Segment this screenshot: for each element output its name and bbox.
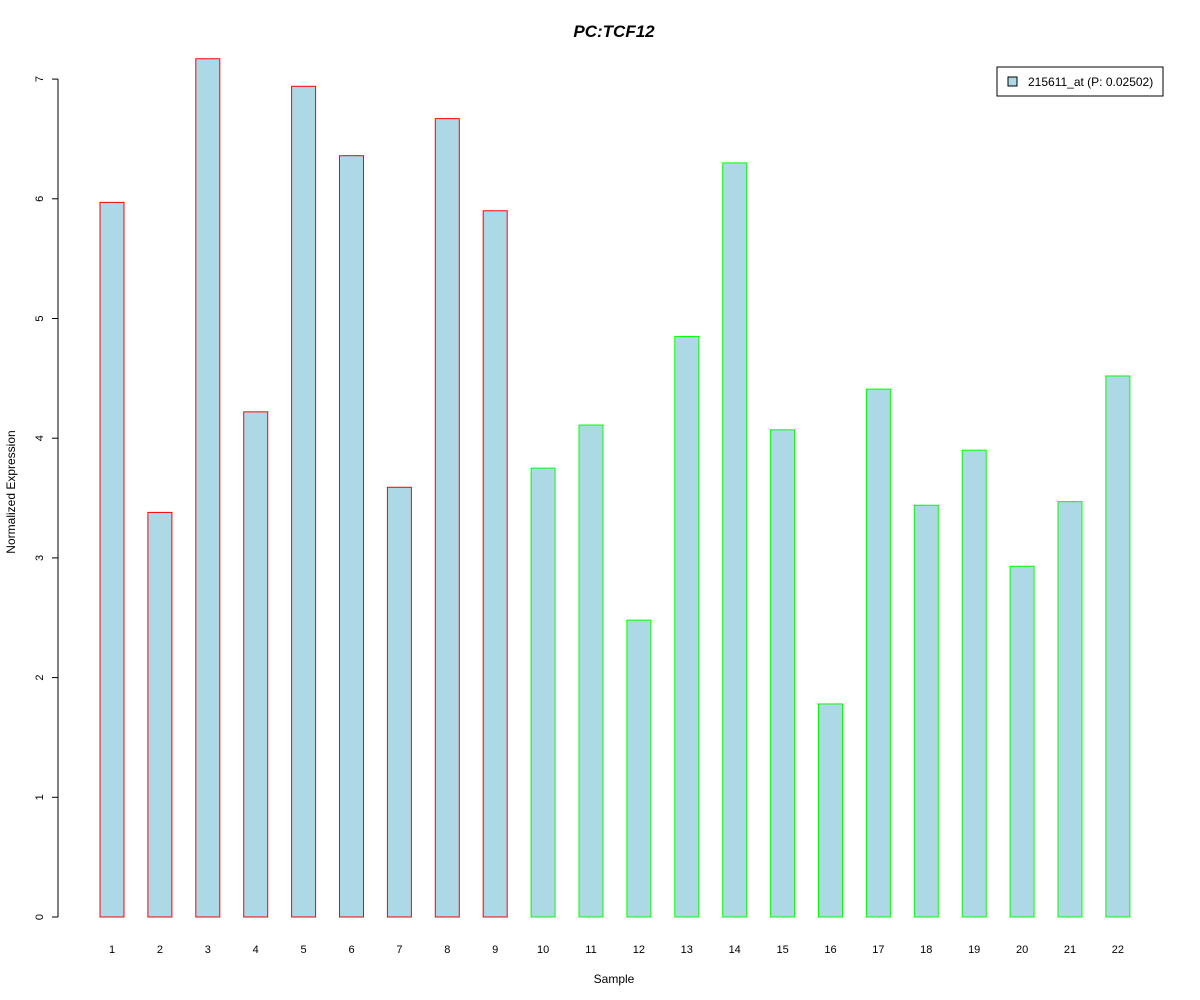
bar xyxy=(770,429,796,918)
bar xyxy=(865,388,891,918)
x-tick-label: 21 xyxy=(1064,944,1076,956)
bar xyxy=(339,155,364,918)
y-axis-label: Normalized Expression xyxy=(4,430,18,553)
x-tick-label: 22 xyxy=(1112,944,1124,956)
bar xyxy=(291,85,317,918)
bar xyxy=(961,449,987,918)
x-tick-label: 10 xyxy=(537,944,549,956)
x-tick-label: 3 xyxy=(205,944,211,956)
y-tick-label: 1 xyxy=(34,794,46,800)
x-tick-label: 12 xyxy=(633,944,645,956)
bar xyxy=(386,486,412,918)
y-tick-label: 0 xyxy=(34,914,46,920)
y-tick-label: 6 xyxy=(34,196,46,202)
x-axis-label: Sample xyxy=(594,972,635,986)
y-tick-label: 3 xyxy=(34,555,46,561)
x-tick-label: 15 xyxy=(776,944,788,956)
legend-swatch xyxy=(1007,76,1018,87)
bar xyxy=(1009,565,1035,918)
legend-label: 215611_at (P: 0.02502) xyxy=(1028,75,1153,89)
x-tick-label: 11 xyxy=(585,944,596,956)
x-tick-label: 17 xyxy=(872,944,884,956)
bar xyxy=(1057,501,1083,918)
x-tick-label: 5 xyxy=(301,944,307,956)
x-tick-label: 14 xyxy=(729,944,741,956)
x-tick-label: 6 xyxy=(348,944,354,956)
chart-title: PC:TCF12 xyxy=(573,22,655,41)
x-tick-label: 7 xyxy=(396,944,402,956)
y-tick-label: 5 xyxy=(34,315,46,321)
y-tick-label: 4 xyxy=(34,435,46,441)
x-tick-label: 20 xyxy=(1016,944,1028,956)
y-axis: 0 1 2 3 4 5 6 7 xyxy=(34,76,59,920)
bar xyxy=(482,210,508,918)
bar xyxy=(913,504,939,918)
bar xyxy=(147,511,173,918)
x-tick-label: 18 xyxy=(920,944,932,956)
bar xyxy=(1105,375,1131,918)
y-tick-label: 7 xyxy=(34,76,46,82)
bar xyxy=(578,424,604,918)
bar xyxy=(195,58,221,918)
x-tick-label: 1 xyxy=(109,944,115,956)
bar xyxy=(530,467,556,918)
x-tick-label: 2 xyxy=(157,944,163,956)
legend: 215611_at (P: 0.02502) xyxy=(996,66,1164,97)
legend-box xyxy=(996,66,1164,97)
bars xyxy=(99,58,1131,918)
x-tick-label: 19 xyxy=(968,944,980,956)
x-tick-label: 9 xyxy=(492,944,498,956)
x-tick-label: 16 xyxy=(824,944,836,956)
bar xyxy=(243,411,269,918)
bar xyxy=(99,201,125,918)
bar xyxy=(674,335,700,918)
bar xyxy=(434,118,460,918)
x-tick-label: 4 xyxy=(253,944,259,956)
bar xyxy=(818,703,843,918)
x-tick-label: 13 xyxy=(681,944,693,956)
bar xyxy=(626,619,652,918)
y-tick-label: 2 xyxy=(34,675,46,681)
bar xyxy=(722,162,748,918)
x-tick-labels: 1 2 3 4 5 6 7 8 9 10 11 12 13 14 15 16 17 18 19 20 21 22 xyxy=(109,944,1124,956)
x-tick-label: 8 xyxy=(444,944,450,956)
